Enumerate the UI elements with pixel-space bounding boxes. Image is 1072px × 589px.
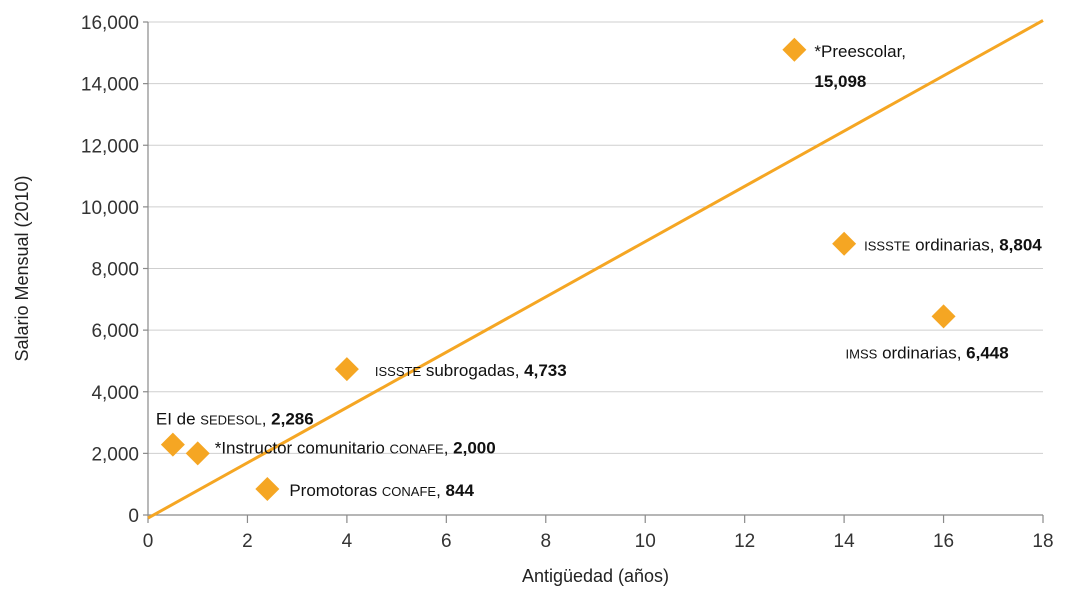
data-label-issste-ordinarias: ISSSTE ordinarias, 8,804	[864, 236, 1042, 255]
x-tick-label: 16	[933, 531, 954, 552]
data-label-imss-ordinarias: IMSS ordinarias, 6,448	[846, 343, 1009, 362]
y-tick-label: 0	[128, 506, 139, 527]
data-value-promotoras-conafe: 844	[446, 481, 475, 500]
x-tick-label: 6	[441, 531, 452, 552]
data-value-issste-ordinarias: 8,804	[999, 236, 1042, 255]
data-point-ei-sedesol	[160, 432, 185, 457]
y-axis-title: Salario Mensual (2010)	[12, 175, 32, 361]
data-point-preescolar	[782, 37, 807, 62]
data-point-imss-ordinarias	[931, 304, 956, 329]
y-tick-label: 8,000	[91, 260, 139, 281]
x-tick-label: 2	[242, 531, 253, 552]
y-tick-label: 12,000	[81, 136, 139, 157]
data-value-ei-sedesol: 2,286	[271, 410, 314, 429]
data-label-preescolar: *Preescolar,	[814, 42, 906, 61]
data-value-issste-subrogadas: 4,733	[524, 361, 567, 380]
data-label-instructor-conafe: *Instructor comunitario CONAFE, 2,000	[215, 438, 496, 457]
data-value-imss-ordinarias: 6,448	[966, 343, 1009, 362]
data-value-preescolar: 15,098	[814, 72, 866, 91]
data-point-promotoras-conafe	[255, 476, 280, 501]
data-point-issste-subrogadas	[334, 357, 359, 382]
x-tick-label: 0	[143, 531, 154, 552]
y-tick-label: 2,000	[91, 444, 139, 465]
trendline	[147, 19, 1044, 520]
data-labels: *Preescolar, 15,098 ISSSTE ordinarias, 8,8…	[156, 42, 1042, 500]
data-value-instructor-conafe: 2,000	[453, 438, 496, 457]
data-label-issste-subrogadas: ISSSTE subrogadas, 4,733	[375, 361, 567, 380]
data-label-ei-sedesol: EI de SEDESOL, 2,286	[156, 410, 314, 429]
x-tick-label: 10	[635, 531, 656, 552]
y-tick-label: 10,000	[81, 198, 139, 219]
data-point-instructor-conafe	[185, 441, 210, 466]
trendline-layer	[147, 19, 1044, 520]
x-tick-label: 14	[834, 531, 856, 552]
axes: 0 2,000 4,000 6,000 8,000 10,000 12,000 14,000 1…	[81, 13, 1054, 552]
x-tick-label: 12	[734, 531, 755, 552]
y-tick-label: 14,000	[81, 75, 139, 96]
data-label-promotoras-conafe: Promotoras CONAFE, 844	[289, 481, 474, 500]
data-points	[160, 37, 956, 501]
data-point-issste-ordinarias	[832, 231, 857, 256]
y-tick-label: 16,000	[81, 13, 139, 34]
x-tick-label: 4	[342, 531, 353, 552]
y-tick-label: 6,000	[91, 321, 139, 342]
y-tick-label: 4,000	[91, 383, 139, 404]
x-tick-label: 18	[1032, 531, 1053, 552]
gridlines	[148, 21, 1043, 454]
x-axis-title: Antigüedad (años)	[522, 566, 669, 586]
x-tick-label: 8	[540, 531, 551, 552]
